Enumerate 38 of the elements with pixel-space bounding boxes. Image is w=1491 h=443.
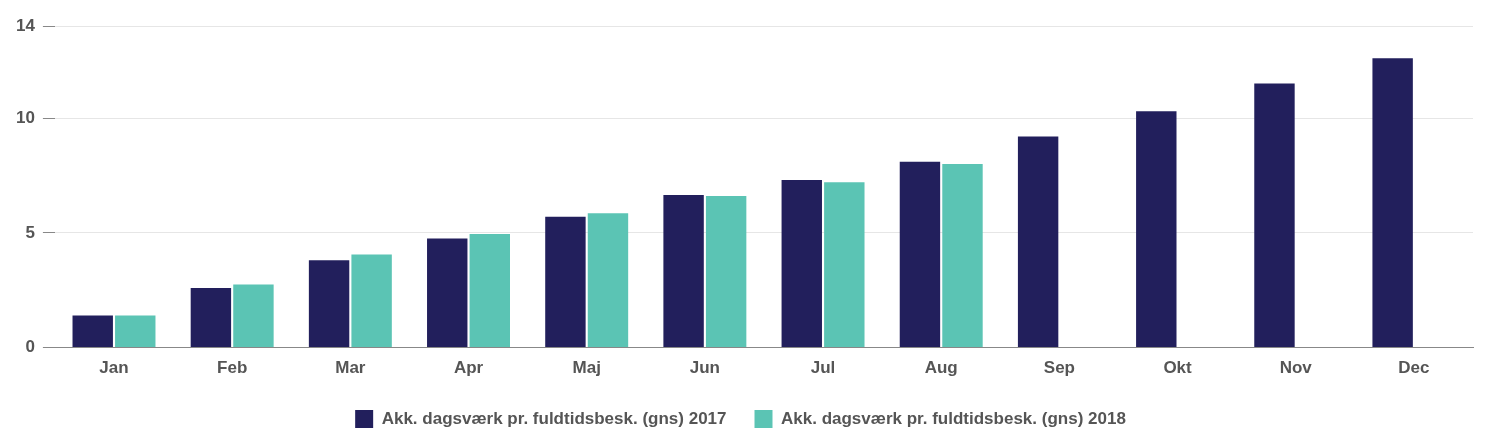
bar <box>351 254 392 348</box>
bar <box>190 287 232 348</box>
legend-label: Akk. dagsværk pr. fuldtidsbesk. (gns) 2017 <box>381 408 727 428</box>
x-tick-label: Feb <box>217 358 248 378</box>
bar <box>781 180 822 348</box>
y-tick-label: 14 <box>15 15 36 35</box>
bar <box>233 284 274 348</box>
bar <box>545 216 586 348</box>
bar <box>899 161 941 348</box>
x-tick-label: Jun <box>689 358 720 378</box>
legend-label: Akk. dagsværk pr. fuldtidsbesk. (gns) 2018 <box>781 408 1126 428</box>
bar <box>308 260 350 348</box>
bar <box>705 196 747 348</box>
bar <box>469 233 510 348</box>
x-tick-label: Dec <box>1398 358 1430 378</box>
bar <box>942 163 983 348</box>
y-tick-label: 0 <box>25 337 35 357</box>
bar <box>115 315 156 348</box>
x-tick-label: Aug <box>924 358 958 378</box>
bar <box>1136 111 1177 348</box>
y-tick-label: 10 <box>15 107 35 127</box>
x-tick-label: Apr <box>453 358 484 378</box>
bar <box>587 213 629 348</box>
x-tick-label: Okt <box>1163 358 1193 378</box>
bar <box>72 315 113 348</box>
y-tick-label: 5 <box>25 222 35 242</box>
bar <box>824 182 865 348</box>
bar <box>1254 83 1295 348</box>
x-tick-label: Sep <box>1043 358 1075 378</box>
x-tick-label: Nov <box>1279 358 1313 378</box>
x-tick-label: Jul <box>810 358 836 378</box>
x-tick-label: Mar <box>335 358 366 378</box>
bar <box>1372 58 1413 348</box>
bar <box>1017 136 1059 348</box>
bar <box>663 194 704 348</box>
x-tick-label: Maj <box>572 358 601 378</box>
bar <box>427 238 468 348</box>
x-tick-label: Jan <box>99 358 129 378</box>
